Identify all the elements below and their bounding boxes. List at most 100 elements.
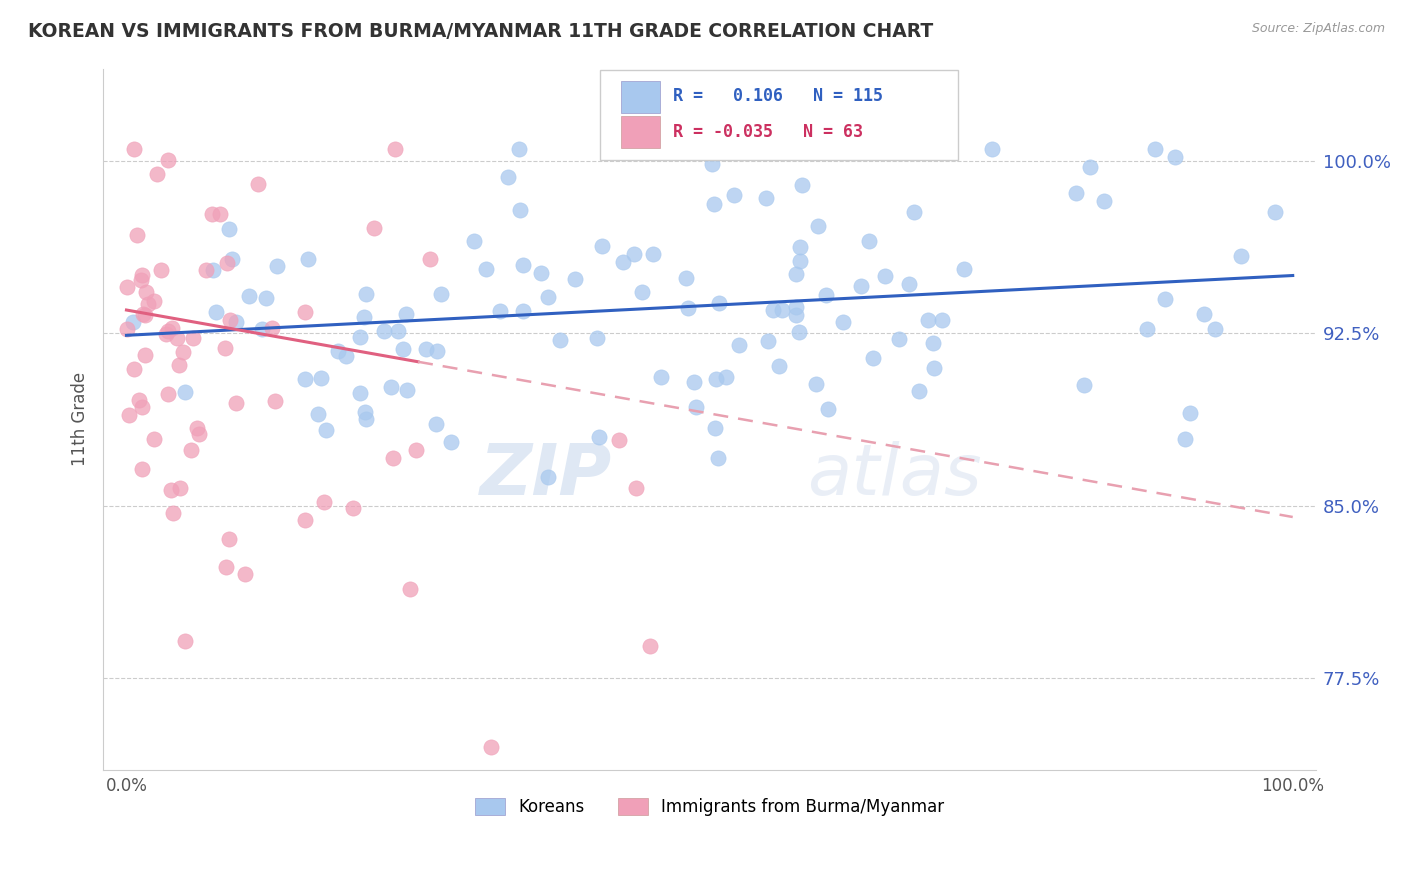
Point [415, 342, 437, 356]
Point [643, 247, 665, 261]
Point [707, 451, 730, 466]
Point [132, 307, 155, 321]
Point [703, 196, 725, 211]
Point [508, 142, 530, 156]
Bar [621, 81, 659, 112]
Point [564, 272, 586, 286]
Text: R = -0.035   N = 63: R = -0.035 N = 63 [673, 123, 863, 141]
Point [889, 332, 911, 346]
Point [127, 228, 149, 243]
Point [849, 279, 872, 293]
Point [134, 348, 156, 362]
Point [898, 277, 921, 291]
Point [768, 359, 790, 373]
Point [209, 207, 232, 221]
Point [131, 462, 153, 476]
Point [537, 470, 560, 484]
Point [294, 513, 316, 527]
Point [714, 369, 737, 384]
Point [479, 739, 502, 754]
Point [150, 262, 173, 277]
Point [131, 400, 153, 414]
Point [205, 305, 228, 319]
Point [704, 372, 727, 386]
Point [160, 321, 183, 335]
Point [180, 443, 202, 458]
Point [685, 401, 707, 415]
Point [238, 288, 260, 302]
Point [789, 240, 811, 254]
Point [201, 263, 224, 277]
Point [221, 252, 243, 266]
Point [756, 334, 779, 348]
Point [703, 421, 725, 435]
Point [474, 261, 496, 276]
Point [169, 481, 191, 495]
Point [1064, 186, 1087, 200]
Point [174, 385, 197, 400]
Point [294, 305, 316, 319]
Point [172, 344, 194, 359]
Y-axis label: 11th Grade: 11th Grade [72, 372, 89, 467]
Point [145, 167, 167, 181]
Point [297, 252, 319, 266]
Point [349, 385, 371, 400]
Point [162, 506, 184, 520]
Point [405, 443, 427, 458]
Point [160, 483, 183, 497]
Point [1073, 378, 1095, 392]
Point [387, 324, 409, 338]
Point [122, 315, 145, 329]
Point [128, 393, 150, 408]
Point [1144, 142, 1167, 156]
Text: atlas: atlas [807, 441, 981, 510]
Point [922, 335, 945, 350]
Point [353, 405, 375, 419]
Point [363, 221, 385, 235]
Point [723, 188, 745, 202]
Text: R =   0.106   N = 115: R = 0.106 N = 115 [673, 87, 883, 105]
Point [591, 239, 613, 253]
Text: ZIP: ZIP [481, 441, 613, 510]
Point [789, 254, 811, 268]
Point [419, 252, 441, 267]
Point [612, 255, 634, 269]
Point [309, 371, 332, 385]
Point [382, 451, 405, 466]
Point [250, 321, 273, 335]
Point [1174, 432, 1197, 446]
Point [586, 331, 609, 345]
Point [623, 246, 645, 260]
Point [188, 426, 211, 441]
Point [772, 303, 794, 318]
Point [727, 338, 749, 352]
Point [463, 234, 485, 248]
Point [1178, 406, 1201, 420]
Point [707, 296, 730, 310]
Point [537, 290, 560, 304]
Point [169, 358, 191, 372]
Point [354, 412, 377, 426]
FancyBboxPatch shape [600, 70, 959, 160]
Point [225, 396, 247, 410]
Point [181, 331, 204, 345]
Point [156, 387, 179, 401]
Point [118, 408, 141, 422]
Point [981, 142, 1004, 156]
Point [1204, 322, 1226, 336]
Point [887, 145, 910, 160]
Point [1153, 292, 1175, 306]
Point [264, 393, 287, 408]
Text: KOREAN VS IMMIGRANTS FROM BURMA/MYANMAR 11TH GRADE CORRELATION CHART: KOREAN VS IMMIGRANTS FROM BURMA/MYANMAR … [28, 22, 934, 41]
Point [1264, 205, 1286, 219]
Point [260, 320, 283, 334]
Legend: Koreans, Immigrants from Burma/Myanmar: Koreans, Immigrants from Burma/Myanmar [467, 790, 953, 825]
Point [1192, 307, 1215, 321]
Point [785, 308, 807, 322]
Point [115, 322, 138, 336]
Point [815, 288, 838, 302]
Point [215, 560, 238, 574]
Point [626, 481, 648, 495]
Point [676, 301, 699, 315]
Point [440, 434, 463, 449]
